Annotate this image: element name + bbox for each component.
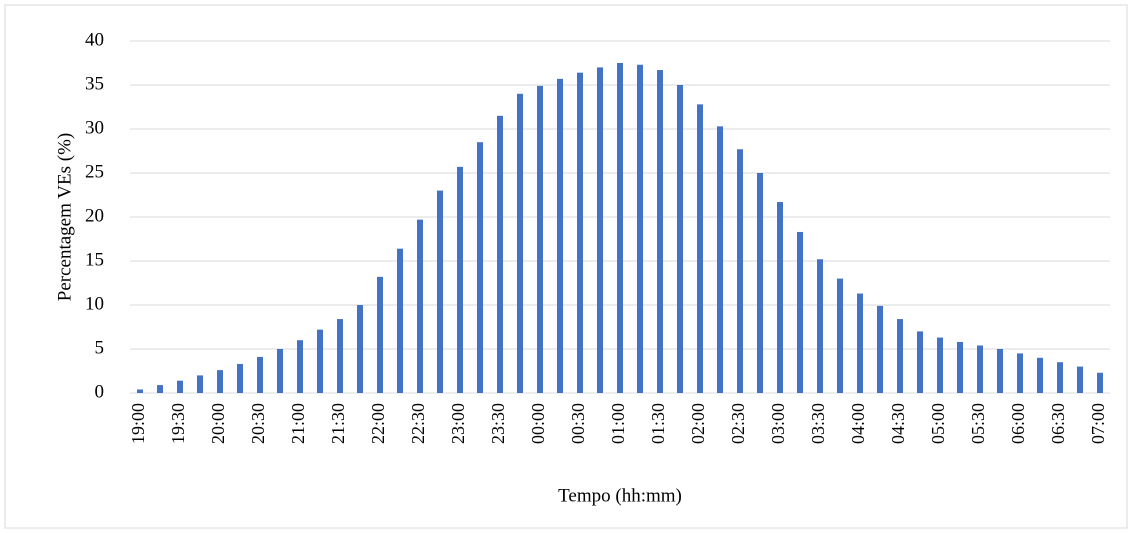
bar: [477, 142, 483, 393]
y-tick-label: 35: [85, 73, 104, 94]
bar: [437, 190, 443, 393]
bar: [237, 363, 243, 393]
bar: [657, 70, 663, 393]
bar: [957, 341, 963, 393]
bar: [277, 349, 283, 393]
bar: [457, 166, 463, 393]
x-tick-label: 20:00: [208, 403, 228, 444]
x-tick-label: 22:00: [368, 403, 388, 444]
bar: [837, 278, 843, 393]
y-tick-label: 40: [85, 29, 104, 50]
bar: [897, 319, 903, 393]
bar: [217, 370, 223, 393]
bar: [1017, 353, 1023, 393]
chart-frame: [4, 4, 1128, 529]
bar: [137, 389, 143, 393]
bar: [337, 319, 343, 393]
bar: [817, 259, 823, 393]
bar: [297, 340, 303, 393]
bar: [857, 293, 863, 393]
y-tick-label: 10: [85, 293, 104, 314]
x-tick-label: 02:00: [688, 403, 708, 444]
bar: [577, 72, 583, 394]
bar: [257, 356, 263, 393]
bar: [617, 63, 623, 393]
x-tick-label: 04:30: [888, 403, 908, 444]
bar: [717, 126, 723, 394]
x-tick-label: 19:00: [128, 403, 148, 444]
x-tick-label: 23:30: [488, 403, 508, 444]
y-axis-title: Percentagem VEs (%): [54, 133, 75, 301]
x-tick-label: 02:30: [728, 403, 748, 444]
x-tick-label: 03:30: [808, 403, 828, 444]
y-tick-label: 20: [85, 205, 104, 226]
y-tick-label: 30: [85, 117, 104, 138]
x-tick-label: 20:30: [248, 403, 268, 444]
bar: [157, 385, 163, 393]
bar: [377, 276, 383, 393]
bar: [517, 93, 523, 394]
bar: [757, 173, 763, 393]
bar: [1057, 362, 1063, 393]
bar: [797, 231, 803, 393]
bar: [1077, 366, 1083, 393]
bar: [1097, 372, 1103, 393]
x-tick-label: 04:00: [848, 403, 868, 444]
x-tick-label: 21:00: [288, 403, 308, 444]
x-tick-label: 05:00: [928, 403, 948, 444]
x-tick-label: 01:00: [608, 403, 628, 444]
bar: [417, 219, 423, 393]
y-tick-label: 25: [85, 161, 104, 182]
bar: [537, 85, 543, 393]
x-tick-label: 00:00: [528, 403, 548, 444]
x-tick-label: 21:30: [328, 403, 348, 444]
x-tick-label: 03:00: [768, 403, 788, 444]
y-tick-label: 5: [95, 337, 105, 358]
y-tick-label: 0: [95, 381, 105, 402]
x-tick-label: 05:30: [968, 403, 988, 444]
x-tick-label: 19:30: [168, 403, 188, 444]
bar: [397, 248, 403, 393]
bar: [177, 380, 183, 393]
x-tick-label: 22:30: [408, 403, 428, 444]
x-tick-label: 01:30: [648, 403, 668, 444]
bar: [557, 78, 563, 393]
bar: [497, 115, 503, 394]
bar: [697, 104, 703, 394]
bar: [1037, 357, 1043, 393]
x-tick-label: 07:00: [1088, 403, 1108, 444]
x-axis-title: Tempo (hh:mm): [558, 485, 682, 506]
bar: [637, 64, 643, 393]
bar: [937, 337, 943, 393]
bar: [357, 305, 363, 393]
x-tick-label: 06:30: [1048, 403, 1068, 444]
bar: [777, 202, 783, 393]
bar: [977, 345, 983, 393]
bar: [917, 331, 923, 393]
bar: [197, 375, 203, 393]
bar: [997, 349, 1003, 393]
bar: [737, 149, 743, 393]
bar: [677, 85, 683, 393]
x-tick-label: 06:00: [1008, 403, 1028, 444]
bar: [597, 67, 603, 394]
y-tick-label: 15: [85, 249, 104, 270]
x-tick-label: 23:00: [448, 403, 468, 444]
bar: [877, 305, 883, 393]
x-tick-label: 00:30: [568, 403, 588, 444]
bar: [317, 329, 323, 393]
